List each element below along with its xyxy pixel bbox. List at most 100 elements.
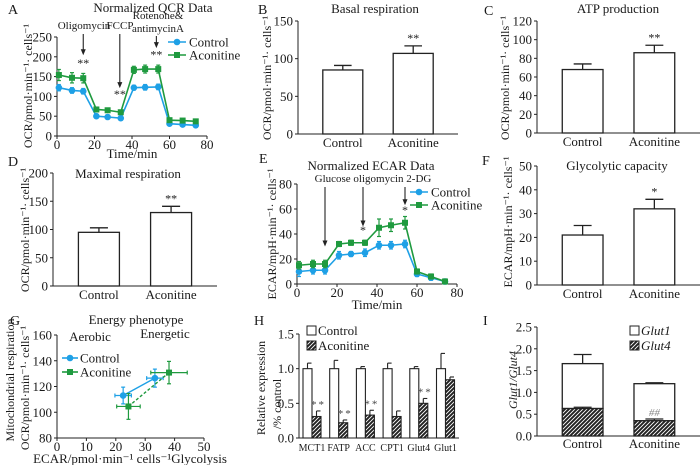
category-label: Glut4	[407, 443, 430, 454]
x-tick-label: 10	[80, 439, 93, 454]
panel-f: F Glycolytic capacity 0 10 20 30 40 50 ECAR/mpH·…	[482, 154, 700, 301]
data-point	[119, 392, 127, 399]
significance-marker: *	[651, 184, 657, 198]
chart-title: Glycolytic capacity	[566, 158, 668, 173]
x-tick-label: 80	[201, 137, 214, 152]
x-tick-label: 80	[451, 285, 464, 300]
y-tick-label: 0.0	[516, 429, 532, 444]
x-tick-label: 0	[294, 285, 301, 300]
x-tick-label: 0	[54, 137, 61, 152]
panel-g: G Energy phenotype 80 100 120 140 160 0 10 20 30 40…	[3, 312, 227, 465]
data-point	[361, 249, 369, 257]
significance-marker: **	[418, 386, 433, 398]
y-tick-label: 40	[519, 88, 532, 103]
data-point	[375, 241, 383, 249]
chart-title: Energy phenotype	[89, 312, 184, 327]
x-axis-label: ECAR/pmol·min⁻¹ cells⁻¹Glycolysis	[33, 451, 227, 465]
legend-marker	[66, 354, 74, 362]
series-line	[122, 377, 156, 397]
significance-marker: **	[114, 87, 126, 101]
bar-control	[561, 68, 604, 134]
data-point	[296, 262, 302, 269]
significance-marker: **	[165, 191, 177, 205]
data-point	[154, 83, 162, 91]
chart-title: Normalized QCR Data	[93, 0, 212, 15]
y-tick-label: 120	[513, 14, 533, 29]
data-point	[68, 87, 76, 94]
legend-swatch	[306, 325, 317, 336]
data-point	[93, 106, 100, 113]
legend-label: Aconitine	[80, 365, 131, 380]
y-tick-label: 80	[519, 51, 532, 66]
y-tick-label: 150	[274, 14, 294, 29]
category-label: MCT1	[299, 443, 326, 454]
data-point	[376, 224, 382, 231]
y-tick-label: 1.0	[278, 361, 294, 376]
data-point	[125, 403, 132, 410]
series-control	[295, 239, 449, 285]
data-point	[142, 66, 149, 73]
panel-b: B Basal respiration 0 50 100 150OCR/pmol·min⁻…	[258, 1, 458, 150]
data-point	[69, 74, 75, 81]
arrow-head	[322, 240, 328, 247]
significance-marker: **	[648, 30, 660, 44]
significance-marker: ##	[649, 407, 661, 419]
bar-aconitine	[391, 415, 402, 439]
data-point	[322, 261, 328, 267]
data-point	[347, 250, 355, 258]
y-tick-label: 0.5	[278, 396, 294, 411]
panel-i: I 0.0 0.5 1.0 1.5 2.0 2.5 Glut1/Glut4 Control Aco…	[483, 314, 700, 451]
x-tick-label: 30	[139, 439, 152, 454]
x-tick-label: 40	[126, 137, 139, 152]
annotation-label: Rotenone&	[133, 10, 184, 22]
data-point	[295, 268, 303, 275]
chart-title: Maximal respiration	[75, 166, 181, 181]
significance-marker: *	[360, 223, 366, 237]
bar-segment-glut4	[561, 407, 604, 437]
y-tick-label: 20	[519, 230, 532, 245]
data-point	[309, 266, 317, 274]
series-line	[127, 372, 170, 407]
bar-aconitine	[633, 52, 676, 134]
legend-label: Glut4	[641, 338, 671, 353]
panel-letter: E	[259, 152, 268, 167]
x-axis-label: Time/min	[107, 146, 158, 161]
category-label: FATP	[327, 443, 350, 454]
legend-label: Control	[431, 185, 471, 200]
y-axis-label: OCR/pmol·min⁻¹· cells⁻¹	[260, 16, 274, 141]
annotation-label: FCCP	[107, 20, 134, 32]
data-point	[310, 261, 316, 267]
legend-label: Aconitine	[431, 198, 482, 213]
category-label: Aconitine	[629, 436, 680, 451]
y-tick-label: 0	[526, 126, 533, 141]
legend-label: Aconitine	[189, 48, 240, 63]
data-point	[117, 109, 124, 116]
x-axis-label: Time/min	[352, 297, 403, 312]
x-tick-label: 50	[198, 439, 211, 454]
series-line	[298, 221, 446, 283]
data-point	[362, 239, 368, 246]
y-tick-label: 0	[286, 277, 293, 292]
data-point	[192, 118, 199, 125]
series-line	[58, 68, 196, 123]
y-tick-label: 50	[39, 109, 52, 124]
chart-title: ATP production	[577, 1, 660, 16]
category-label: Control	[563, 286, 603, 301]
annotation-label: Glucose oligomycin 2-DG	[315, 173, 432, 185]
panel-letter: A	[8, 3, 19, 18]
y-tick-label: 0.5	[516, 407, 532, 422]
legend-label: Control	[318, 323, 358, 338]
significance-marker: **	[407, 31, 419, 45]
y-tick-label: 60	[279, 202, 292, 217]
y-tick-label: 150	[29, 194, 49, 209]
bar-control	[322, 69, 364, 135]
y-tick-label: 10	[519, 254, 532, 269]
y-axis-label: /% control	[270, 378, 284, 429]
y-tick-label: 100	[29, 222, 49, 237]
arrow-head	[80, 49, 86, 56]
bar-segment-glut1	[561, 362, 604, 410]
panel-d: D Maximal respiration 0 50 100 150 200OCR/pmol…	[8, 155, 217, 302]
legend-marker	[416, 202, 422, 208]
